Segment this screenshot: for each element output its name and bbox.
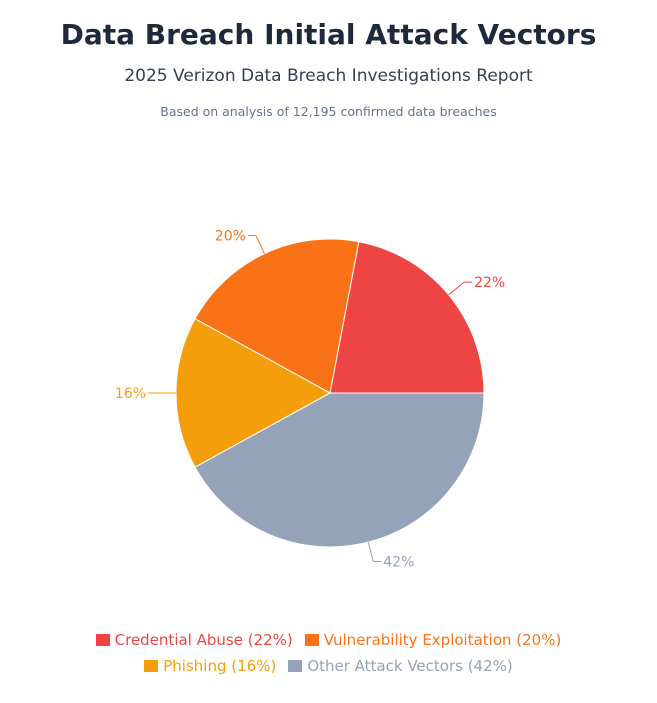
chart-title: Data Breach Initial Attack Vectors [60,18,597,51]
legend-item-phishing[interactable]: Phishing (16%) [144,656,276,676]
legend-label: Vulnerability Exploitation (20%) [323,631,562,649]
legend-label: Other Attack Vectors (42%) [307,657,513,675]
data-label-phishing: 16% [115,386,146,402]
legend-swatch [95,634,110,646]
legend-item-other-attack-vectors[interactable]: Other Attack Vectors (42%) [288,656,513,676]
legend-swatch [144,660,159,672]
chart-legend: Credential Abuse (22%) Vulnerability Expl… [0,630,657,676]
pie-slice-other-attack-vectors[interactable] [194,392,485,548]
chart-note: Based on analysis of 12,195 confirmed da… [160,104,497,119]
pie-slice-vulnerability-exploitation[interactable] [194,238,360,394]
data-label-vulnerability-exploitation: 20% [215,229,246,245]
pie-slice-phishing[interactable] [175,318,332,468]
legend-item-credential-abuse[interactable]: Credential Abuse (22%) [95,630,293,650]
pie-slice-credential-abuse[interactable] [329,241,485,394]
legend-label: Credential Abuse (22%) [114,631,293,649]
legend-item-vulnerability-exploitation[interactable]: Vulnerability Exploitation (20%) [304,630,562,650]
leader-line-other-attack-vectors [367,542,382,563]
leader-line-vulnerability-exploitation [247,235,265,254]
chart-subtitle: 2025 Verizon Data Breach Investigations … [124,66,533,86]
legend-swatch [288,660,303,672]
legend-label: Phishing (16%) [163,657,277,675]
legend-swatch [304,634,319,646]
data-label-other-attack-vectors: 42% [383,555,414,571]
data-label-credential-abuse: 22% [474,275,505,291]
pie-chart: 22% 20% 16% 42% [115,229,505,571]
leader-line-credential-abuse [448,281,473,296]
